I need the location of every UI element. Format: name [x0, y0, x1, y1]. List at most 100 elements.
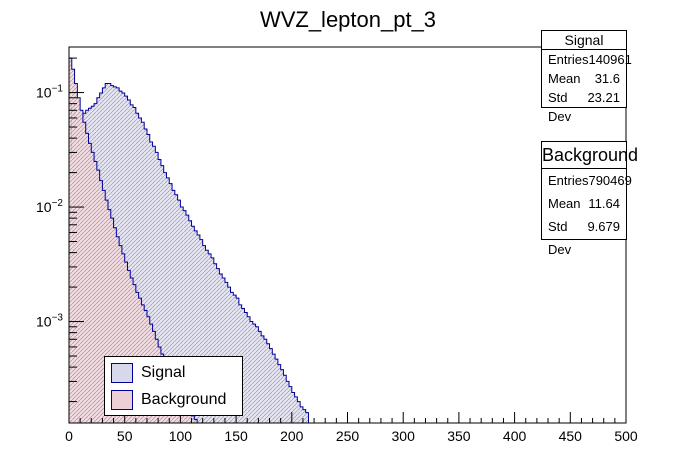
background-std-label: Std Dev — [548, 219, 572, 257]
signal-stats-box: Signal Entries 140961 Mean 31.6 Std Dev … — [541, 30, 632, 124]
signal-entries-row: Entries 140961 — [542, 50, 632, 69]
signal-bin — [177, 200, 181, 423]
background-bin — [77, 97, 81, 424]
signal-bin — [135, 113, 139, 424]
signal-bin — [277, 364, 281, 423]
signal-std-value: 23.21 — [587, 90, 620, 105]
signal-bin — [169, 183, 173, 423]
signal-stats-title: Signal — [542, 31, 626, 50]
signal-bin — [289, 386, 292, 423]
background-mean-row: Mean 11.64 — [542, 192, 626, 215]
background-bin — [82, 122, 86, 424]
legend-label-background: Background — [141, 391, 227, 408]
signal-bin — [133, 107, 136, 423]
signal-bin — [252, 324, 256, 423]
background-bin — [94, 161, 97, 423]
signal-std-label: Std Dev — [548, 90, 572, 124]
signal-bin — [224, 282, 228, 423]
signal-bin — [302, 409, 306, 423]
background-bin — [80, 110, 83, 424]
background-bin — [133, 284, 136, 423]
signal-bin — [194, 230, 198, 423]
signal-bin — [241, 308, 245, 423]
signal-bin — [222, 278, 225, 423]
signal-bin — [255, 326, 259, 423]
background-bin — [91, 152, 95, 423]
background-bin — [110, 218, 114, 423]
signal-bin — [219, 274, 223, 423]
background-bin — [188, 412, 192, 423]
background-entries-row: Entries 790469 — [542, 169, 632, 192]
x-tick-label: 0 — [65, 428, 73, 444]
signal-bin — [275, 359, 278, 423]
signal-bin — [294, 396, 298, 423]
signal-bin — [183, 210, 186, 423]
signal-bin — [244, 312, 248, 423]
y-tick-label: 10−2 — [36, 198, 63, 215]
signal-bin — [263, 339, 267, 423]
background-entries-value: 790469 — [588, 173, 632, 188]
background-bin — [69, 58, 72, 424]
signal-bin — [166, 177, 170, 423]
background-mean-label: Mean — [548, 196, 581, 211]
signal-bin — [283, 375, 287, 423]
background-bin — [185, 409, 189, 423]
signal-swatch — [111, 363, 133, 383]
background-entries-label: Entries — [548, 173, 589, 188]
signal-bin — [138, 117, 142, 423]
signal-bin — [130, 104, 134, 423]
background-stats-title: Background — [542, 142, 638, 169]
signal-outline — [68, 82, 310, 423]
signal-bin — [127, 100, 131, 423]
background-bin — [191, 415, 195, 423]
background-bin — [99, 180, 103, 423]
x-tick-label: 200 — [280, 428, 304, 444]
background-bin — [71, 69, 75, 424]
legend: Signal Background — [104, 356, 243, 416]
signal-bin — [202, 245, 206, 423]
signal-bin — [291, 392, 295, 423]
x-tick-label: 150 — [224, 428, 248, 444]
background-bin — [113, 227, 117, 423]
signal-bin — [297, 401, 301, 423]
signal-bin — [158, 159, 161, 423]
x-tick-label: 300 — [392, 428, 416, 444]
x-axis: 0 50 100 150 200 250 300 350 400 450 500 — [65, 412, 638, 444]
legend-entry-background: Background — [105, 387, 226, 413]
signal-bin — [272, 354, 276, 423]
y-tick-label: 10−3 — [36, 313, 63, 330]
signal-bin — [205, 250, 209, 423]
background-bin — [121, 253, 125, 423]
signal-bin — [180, 207, 184, 423]
background-swatch — [111, 390, 133, 410]
background-bin — [85, 133, 89, 423]
x-tick-label: 400 — [503, 428, 527, 444]
signal-bin — [199, 239, 203, 423]
signal-mean-label: Mean — [548, 71, 581, 86]
signal-bin — [172, 190, 175, 423]
signal-bin — [141, 122, 145, 424]
signal-bin — [155, 152, 159, 423]
x-tick-label: 250 — [336, 428, 360, 444]
legend-label-signal: Signal — [141, 364, 186, 381]
signal-bin — [213, 263, 217, 423]
background-bin — [96, 170, 100, 423]
signal-bin — [211, 257, 214, 423]
signal-std-row: Std Dev 23.21 — [542, 88, 626, 124]
background-std-value: 9.679 — [587, 219, 620, 234]
x-tick-label: 100 — [169, 428, 193, 444]
background-stats-box: Background Entries 790469 Mean 11.64 Std… — [541, 141, 638, 257]
signal-bin — [163, 172, 167, 423]
signal-bin — [280, 369, 284, 423]
background-bin — [105, 200, 108, 423]
signal-mean-value: 31.6 — [594, 71, 620, 86]
signal-bin — [261, 335, 264, 423]
chart-title: WVZ_lepton_pt_3 — [260, 7, 436, 32]
x-tick-label: 500 — [614, 428, 638, 444]
x-tick-label: 350 — [447, 428, 471, 444]
signal-bin — [286, 381, 290, 423]
background-bin — [107, 209, 111, 423]
signal-bin — [305, 412, 309, 423]
signal-bin — [247, 316, 251, 423]
background-bin — [119, 245, 122, 423]
